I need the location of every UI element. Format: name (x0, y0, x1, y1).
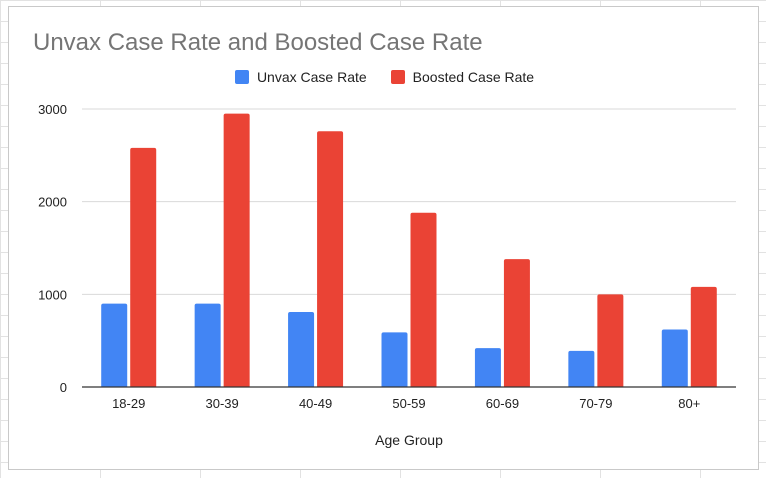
x-tick-label: 80+ (678, 396, 700, 411)
x-tick-label: 50-59 (392, 396, 425, 411)
y-tick-label: 3000 (38, 102, 67, 117)
bar-unvax-40-49[interactable] (288, 311, 315, 387)
legend-item-unvax[interactable]: Unvax Case Rate (234, 69, 367, 85)
x-tick-label: 30-39 (206, 396, 239, 411)
bar-unvax-30-39[interactable] (194, 303, 221, 387)
bar-boosted-40-49[interactable] (317, 131, 344, 387)
x-tick-label: 60-69 (486, 396, 519, 411)
chart-container: Unvax Case Rate and Boosted Case Rate Un… (8, 6, 759, 470)
y-tick-label: 0 (60, 380, 67, 395)
bar-unvax-80+[interactable] (661, 329, 688, 387)
bar-boosted-18-29[interactable] (130, 147, 157, 387)
legend-item-boosted[interactable]: Boosted Case Rate (390, 69, 535, 85)
bar-boosted-70-79[interactable] (597, 294, 624, 387)
legend-swatch-boosted (390, 70, 405, 84)
bar-boosted-60-69[interactable] (503, 259, 530, 387)
legend-label-unvax: Unvax Case Rate (256, 69, 367, 85)
legend-swatch-unvax (234, 70, 249, 84)
x-axis-title: Age Group (375, 432, 443, 448)
legend-label-boosted: Boosted Case Rate (412, 69, 535, 85)
chart-title: Unvax Case Rate and Boosted Case Rate (33, 29, 483, 56)
bar-unvax-18-29[interactable] (101, 303, 128, 387)
bar-boosted-80+[interactable] (690, 286, 717, 387)
x-tick-label: 40-49 (299, 396, 332, 411)
bar-unvax-70-79[interactable] (568, 350, 595, 387)
legend: Unvax Case Rate Boosted Case Rate (9, 69, 760, 85)
bar-unvax-50-59[interactable] (381, 332, 408, 387)
bar-boosted-50-59[interactable] (410, 212, 437, 387)
bar-boosted-30-39[interactable] (223, 113, 250, 387)
plot-area: 0 1000 2000 3000 18-29 30-39 40-49 50-59 60-69 70… (38, 102, 736, 448)
bar-unvax-60-69[interactable] (474, 348, 501, 387)
y-tick-label: 1000 (38, 287, 67, 302)
x-tick-label: 70-79 (579, 396, 612, 411)
x-tick-label: 18-29 (112, 396, 145, 411)
y-tick-label: 2000 (38, 195, 67, 210)
